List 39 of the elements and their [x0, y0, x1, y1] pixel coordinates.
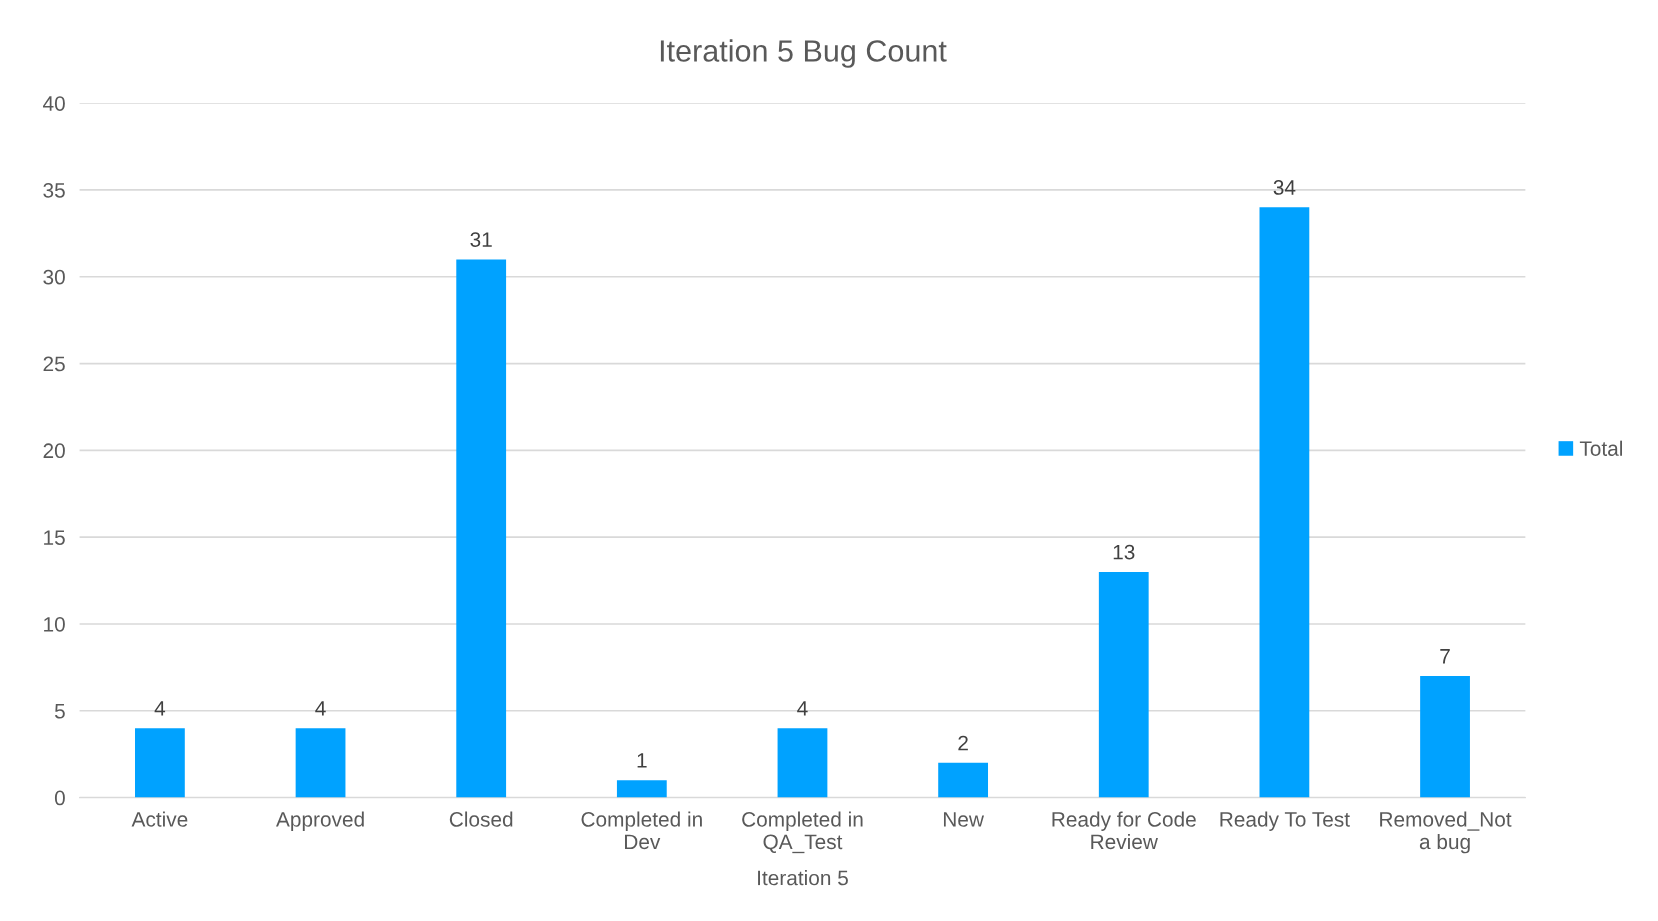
bar	[456, 259, 507, 798]
bar	[1420, 676, 1470, 798]
x-tick-label: Closed	[449, 811, 513, 827]
y-tick-label: 30	[43, 269, 65, 285]
bar	[777, 728, 828, 798]
y-tick-label: 35	[43, 182, 65, 198]
x-tick-label: Active	[131, 811, 188, 827]
data-label: 31	[470, 232, 492, 247]
bar	[295, 728, 346, 798]
y-tick-label: 40	[43, 96, 65, 111]
x-tick-label: Approved	[276, 811, 364, 831]
y-tick-label: 0	[54, 790, 65, 806]
bar	[1259, 207, 1310, 798]
x-tick-label: Completed in QA_Test	[742, 811, 863, 854]
y-tick-label: 20	[43, 443, 65, 459]
data-label: 1	[637, 753, 647, 768]
data-label: 4	[797, 701, 808, 716]
x-tick-label: Removed_Not a bug	[1380, 811, 1512, 854]
data-label: 2	[958, 735, 968, 751]
y-tick-label: 10	[44, 616, 65, 632]
x-tick-label: Completed in Dev	[581, 811, 702, 850]
x-tick-label: Ready for Code Review	[1052, 811, 1196, 850]
bar	[938, 762, 989, 798]
legend-label: Total	[1579, 440, 1623, 456]
bar	[616, 780, 667, 798]
y-tick-label: 5	[54, 704, 65, 719]
bar	[1098, 571, 1149, 798]
x-tick-label: New	[943, 812, 984, 827]
bar	[135, 728, 185, 798]
x-tick-label: Ready To Test	[1220, 811, 1350, 831]
data-label: 13	[1113, 544, 1135, 560]
data-label: 34	[1273, 180, 1296, 195]
chart-title: Iteration 5 Bug Count	[660, 39, 947, 68]
y-tick-label: 15	[44, 530, 65, 545]
x-axis-title: Iteration 5	[758, 870, 848, 886]
data-label: 4	[154, 701, 166, 716]
data-label: 4	[315, 701, 326, 716]
y-tick-label: 25	[43, 356, 65, 372]
data-label: 7	[1440, 649, 1450, 664]
